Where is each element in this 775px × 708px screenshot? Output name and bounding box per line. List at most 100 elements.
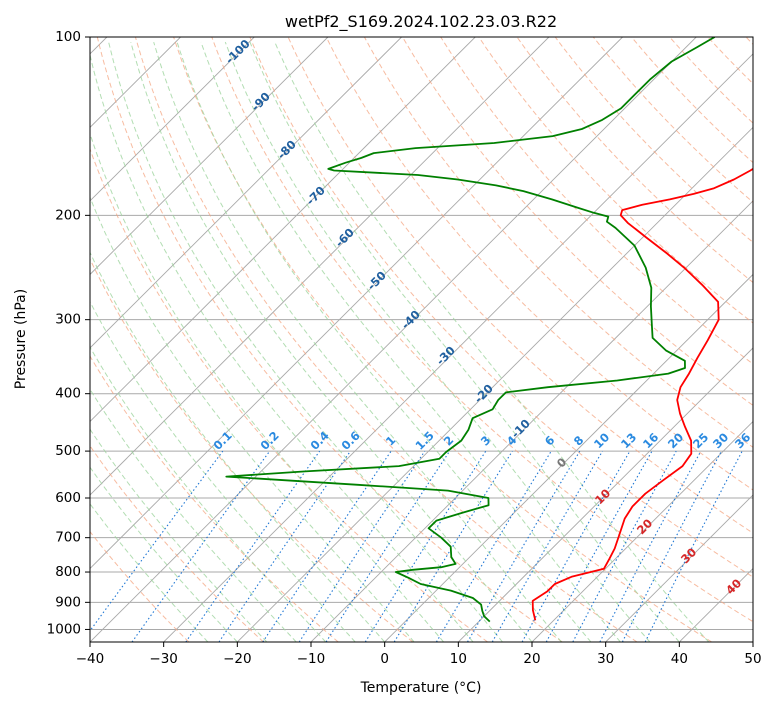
mixing-ratio-line: [325, 450, 451, 642]
mixing-ratio-line: [644, 450, 743, 642]
mixing-ratio-line: [545, 450, 653, 642]
mixing-ratio-label: 3: [478, 433, 494, 449]
moist-adiabat-line: [90, 132, 444, 642]
temperature-profile: [531, 167, 753, 621]
dry-adiabat-line: [90, 147, 488, 642]
dry-adiabat-label: -20: [471, 381, 496, 406]
mixing-ratio-label: 30: [710, 430, 731, 451]
y-tick-label: 300: [55, 312, 81, 328]
dry-adiabat-line: [592, 37, 753, 203]
mixing-ratio-label: 1: [383, 433, 399, 449]
dewpoint-profile: [225, 37, 716, 623]
y-tick-label: 900: [55, 594, 81, 610]
moist-adiabat-line: [153, 41, 562, 642]
dry-adiabat-line: [745, 37, 753, 46]
isotherm--80: [90, 37, 402, 349]
moist-adiabat-line: [224, 41, 651, 642]
isotherm--40: [90, 37, 697, 642]
isotherm-50: [752, 641, 753, 642]
dry-adiabat-line: [90, 530, 190, 642]
mixing-ratio-label: 20: [665, 430, 686, 451]
x-tick-label: 30: [597, 651, 614, 667]
moist-adiabat-line: [176, 41, 592, 642]
mixing-ratio-label: 1.5: [412, 428, 436, 452]
dry-adiabat-line: [440, 37, 753, 365]
dry-adiabat-label: -40: [398, 307, 423, 332]
moist-adiabat-line: [130, 41, 533, 642]
dry-adiabat-line: [249, 37, 753, 578]
mixing-ratio-line: [393, 450, 513, 642]
moist-adiabat-label: 0: [554, 455, 570, 471]
moist-adiabat-label: 10: [592, 486, 613, 507]
dry-adiabat-line: [516, 37, 753, 284]
mixing-ratio-line: [90, 450, 224, 632]
isotherm--100: [90, 37, 255, 202]
y-tick-label: 200: [55, 207, 81, 223]
y-tick-label: 500: [55, 443, 81, 459]
moist-adiabat-label: 30: [678, 545, 699, 566]
mixing-ratio-label: 0.2: [257, 428, 281, 452]
isotherm--60: [90, 37, 550, 496]
dry-adiabat-line: [90, 444, 264, 642]
moist-adiabat-line: [90, 300, 356, 642]
background-lines: [90, 37, 753, 642]
mixing-ratio-line: [218, 450, 351, 642]
mixing-ratio-line: [572, 450, 677, 642]
x-axis-label: Temperature (°C): [360, 680, 482, 696]
y-tick-label: 400: [55, 386, 81, 402]
line-labels: -100-90-80-70-60-50-40-30-20-10010203040…: [210, 37, 753, 597]
isotherm--30: [163, 53, 753, 642]
moist-adiabat-line: [90, 428, 268, 642]
x-tick-label: 20: [523, 651, 540, 667]
dry-adiabat-label: -60: [332, 225, 357, 250]
x-tick-label: 0: [380, 651, 389, 667]
dry-adiabat-line: [287, 37, 753, 534]
y-tick-label: 800: [55, 564, 81, 580]
moist-adiabat-label: 20: [634, 516, 655, 537]
dry-adiabat-line: [478, 37, 753, 324]
x-tick-label: −20: [223, 651, 252, 667]
dry-adiabat-line: [325, 37, 753, 491]
dry-adiabat-line: [707, 37, 753, 85]
dry-adiabat-line: [90, 258, 414, 642]
y-tick-label: 1000: [47, 621, 81, 637]
x-tick-label: 10: [450, 651, 467, 667]
x-tick-label: −10: [297, 651, 326, 667]
x-tick-label: −40: [76, 651, 105, 667]
mixing-ratio-label: 6: [542, 433, 558, 449]
dry-adiabat-label: -90: [248, 89, 273, 114]
mixing-ratio-label: 0.4: [307, 428, 331, 452]
mixing-ratio-label: 8: [571, 433, 587, 449]
isotherm--10: [310, 200, 753, 642]
dry-adiabat-label: -30: [433, 343, 458, 368]
moist-adiabat-line: [200, 41, 621, 642]
moist-adiabat-line: [249, 41, 680, 642]
y-tick-label: 700: [55, 530, 81, 546]
dry-adiabat-line: [90, 355, 339, 642]
isotherm--90: [90, 37, 329, 276]
moist-adiabat-line: [90, 346, 327, 642]
moist-adiabat-line: [90, 52, 474, 642]
isotherm-20: [531, 420, 753, 642]
moist-adiabat-label: 40: [723, 576, 744, 597]
x-tick-label: 40: [671, 651, 688, 667]
moist-adiabat-line: [90, 196, 415, 642]
moist-adiabat-line: [90, 503, 209, 642]
plot-frame: [89, 36, 754, 643]
dry-adiabat-line: [173, 37, 712, 642]
isotherm-30: [605, 494, 753, 642]
mixing-ratio-line: [364, 450, 487, 642]
mixing-ratio-label: 16: [640, 430, 661, 451]
dry-adiabat-line: [402, 37, 753, 406]
dry-adiabat-line: [363, 37, 753, 448]
moist-adiabat-line: [108, 41, 503, 642]
y-tick-label: 100: [55, 29, 81, 45]
moist-adiabat-line: [90, 251, 386, 642]
dry-adiabat-line: [211, 37, 753, 623]
mixing-ratio-line: [131, 450, 271, 642]
mixing-ratio-line: [185, 450, 321, 642]
mixing-ratio-label: 0.6: [338, 428, 362, 452]
isotherm--70: [90, 37, 476, 423]
mixing-ratio-line: [262, 450, 392, 642]
